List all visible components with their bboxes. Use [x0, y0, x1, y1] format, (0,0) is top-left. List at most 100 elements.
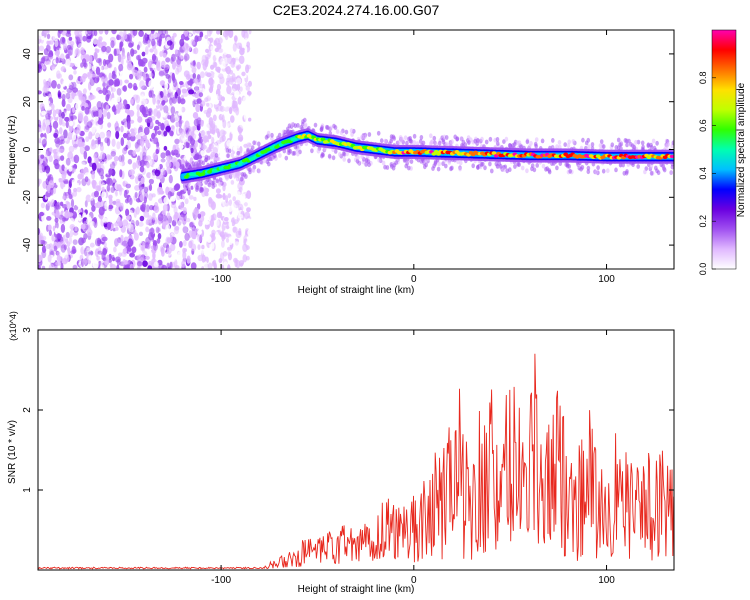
noise-mark	[57, 30, 61, 39]
noise-mark	[98, 72, 105, 78]
halo-mark	[364, 162, 368, 167]
noise-mark	[236, 140, 242, 149]
noise-mark	[43, 79, 47, 85]
noise-mark	[214, 72, 220, 77]
noise-mark	[125, 208, 130, 217]
colorbar-tick-label: 0.4	[698, 167, 708, 180]
noise-mark	[213, 99, 219, 105]
halo-mark	[266, 130, 271, 136]
noise-mark	[156, 64, 161, 71]
noise-mark	[75, 103, 80, 110]
noise-mark	[111, 138, 116, 147]
noise-mark	[194, 35, 199, 43]
halo-mark	[529, 141, 533, 146]
snr-frame	[37, 329, 675, 571]
noise-mark	[72, 211, 77, 219]
noise-mark	[190, 185, 194, 190]
noise-mark	[104, 137, 109, 144]
noise-mark	[206, 235, 212, 243]
noise-mark	[128, 133, 132, 138]
noise-mark	[49, 187, 54, 195]
halo-mark	[310, 148, 314, 154]
noise-mark	[131, 49, 138, 55]
noise-mark	[178, 144, 184, 150]
noise-mark	[179, 129, 184, 135]
noise-mark	[157, 213, 164, 222]
halo-mark	[586, 169, 591, 175]
noise-mark	[179, 105, 183, 113]
noise-mark	[186, 255, 191, 264]
noise-mark	[175, 121, 180, 128]
noise-mark	[176, 63, 182, 73]
halo-mark	[185, 161, 189, 166]
noise-mark	[148, 90, 153, 98]
noise-mark	[234, 145, 238, 153]
noise-mark	[68, 166, 73, 172]
noise-mark	[140, 59, 144, 67]
noise-mark	[134, 176, 139, 185]
halo-mark	[594, 169, 598, 175]
halo-mark	[455, 136, 460, 142]
noise-mark	[87, 95, 93, 102]
noise-mark	[220, 242, 225, 251]
noise-mark	[197, 254, 204, 262]
noise-mark	[38, 64, 43, 73]
noise-mark	[205, 123, 211, 131]
halo-mark	[484, 139, 489, 145]
noise-mark	[139, 215, 145, 222]
noise-mark	[63, 108, 67, 113]
noise-mark	[143, 186, 149, 194]
noise-mark	[115, 226, 119, 231]
noise-mark	[98, 206, 105, 216]
noise-mark	[100, 151, 106, 160]
noise-mark	[243, 202, 248, 207]
noise-mark	[166, 262, 170, 269]
noise-mark	[40, 133, 44, 138]
noise-mark	[60, 53, 65, 62]
noise-mark	[160, 122, 165, 131]
halo-mark	[209, 153, 214, 159]
noise-mark	[143, 196, 147, 204]
noise-mark	[172, 32, 177, 38]
noise-mark	[232, 100, 238, 109]
noise-mark	[222, 192, 226, 201]
halo-mark	[590, 142, 595, 147]
noise-mark	[72, 239, 78, 246]
noise-mark	[63, 129, 68, 139]
noise-mark	[129, 119, 135, 124]
noise-mark	[242, 195, 246, 204]
noise-mark	[123, 104, 128, 110]
noise-mark	[164, 30, 169, 35]
noise-mark	[120, 210, 126, 216]
noise-mark	[120, 125, 124, 133]
noise-mark	[215, 188, 221, 194]
noise-mark	[167, 93, 171, 98]
halo-mark	[407, 136, 411, 142]
noise-mark	[142, 151, 147, 160]
noise-mark	[215, 51, 220, 59]
snr-multiplier: (x10^4)	[8, 311, 18, 341]
noise-mark	[233, 35, 238, 42]
noise-mark	[242, 243, 248, 252]
noise-mark	[69, 224, 76, 230]
noise-mark	[86, 30, 93, 35]
noise-mark	[120, 57, 124, 66]
noise-mark	[136, 104, 140, 111]
noise-mark	[156, 238, 161, 244]
noise-mark	[67, 246, 71, 256]
noise-mark	[168, 174, 173, 184]
noise-mark	[155, 148, 160, 155]
noise-mark	[148, 250, 153, 258]
colorbar-gradient	[712, 30, 736, 269]
noise-mark	[108, 72, 113, 81]
halo-mark	[490, 168, 494, 174]
halo-mark	[618, 162, 623, 168]
noise-mark	[85, 136, 90, 143]
halo-mark	[450, 139, 454, 145]
noise-mark	[192, 59, 196, 67]
spectrogram-marks	[38, 30, 674, 269]
noise-mark	[140, 206, 146, 212]
noise-mark	[127, 247, 132, 252]
